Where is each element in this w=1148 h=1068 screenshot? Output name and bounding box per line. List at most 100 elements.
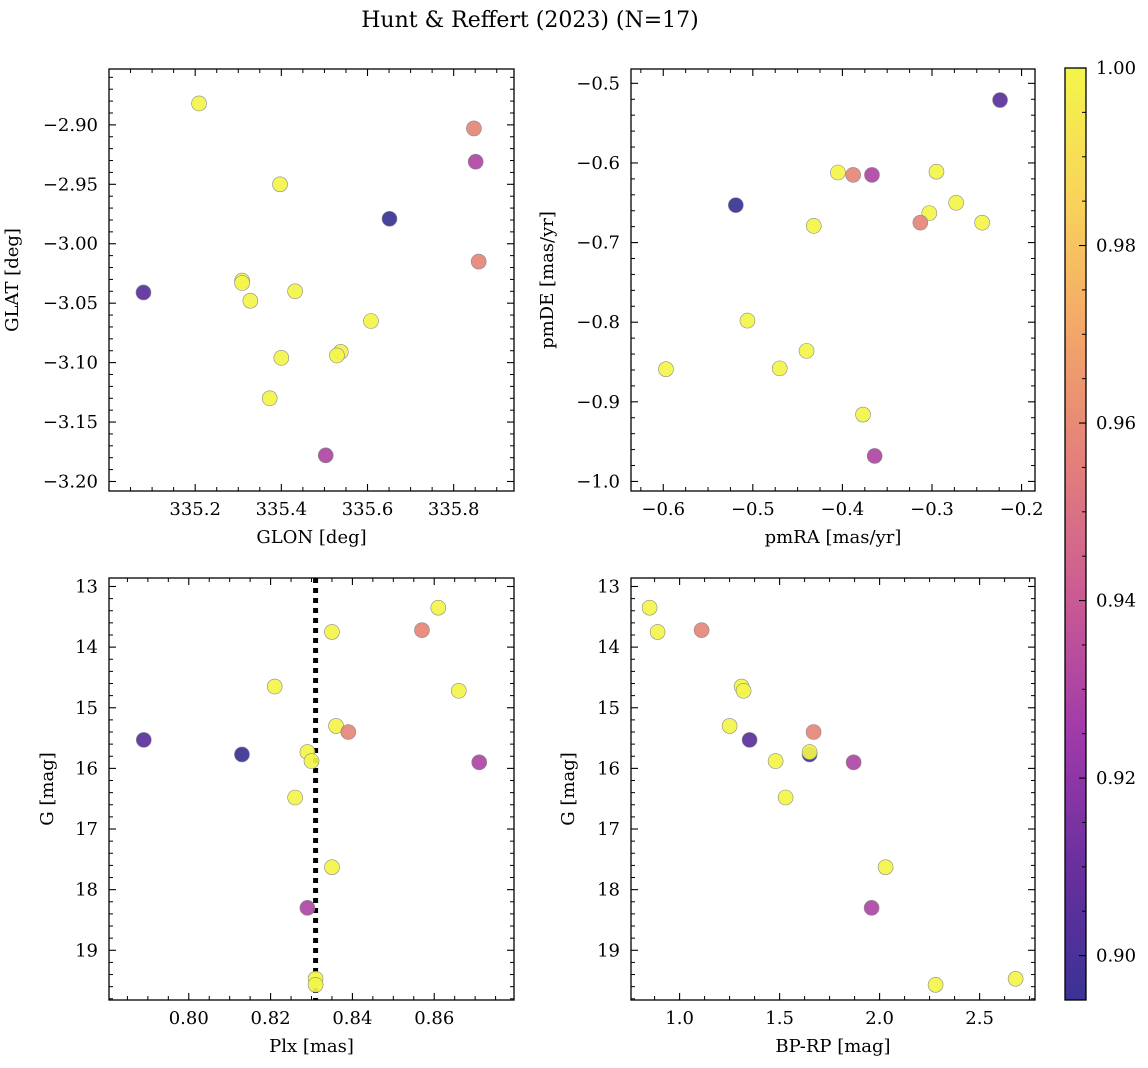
y-tick-label: −1.0 <box>576 471 620 492</box>
x-tick-label: −0.3 <box>910 499 954 520</box>
scatter-point <box>649 624 666 640</box>
y-tick-label: −3.10 <box>43 353 98 374</box>
y-tick-label: 14 <box>75 637 98 658</box>
x-tick-label: 2.0 <box>865 1008 894 1029</box>
scatter-point <box>234 746 250 763</box>
x-axis-label: Plx [mas] <box>269 1036 354 1057</box>
scatter-point <box>329 347 345 364</box>
y-tick-label: −0.6 <box>576 153 620 174</box>
colorbar-tick-label: 0.92 <box>1096 768 1136 789</box>
scatter-point <box>845 167 861 183</box>
y-tick-label: 17 <box>597 819 620 840</box>
scatter-point <box>324 624 340 640</box>
scatter-point <box>273 350 290 366</box>
x-tick-label: −0.5 <box>731 499 775 520</box>
scatter-point <box>299 900 316 916</box>
y-tick-label: 16 <box>75 758 98 779</box>
y-tick-label: −3.00 <box>43 234 98 255</box>
scatter-point <box>266 678 283 695</box>
x-tick-label: 1.0 <box>665 1008 694 1029</box>
colorbar-tick-label: 0.96 <box>1096 413 1136 434</box>
colorbar-tick-label: 0.90 <box>1096 946 1136 967</box>
scatter-point <box>135 284 152 301</box>
panel-position: 335.2 335.4 335.6 335.8 −3.20 −3.15 −3.10 −3.05… <box>2 68 515 548</box>
panel-parallax-magnitude: 0.80 0.82 0.84 0.86 13 14 15 16 17 18 19 Plx [mas] G… <box>37 576 515 1057</box>
y-tick-label: −3.15 <box>43 412 98 433</box>
scatter-point <box>272 176 288 193</box>
y-tick-label: −0.5 <box>576 73 620 94</box>
y-tick-label: −0.8 <box>576 312 620 333</box>
y-tick-label: −3.05 <box>43 293 98 314</box>
x-tick-label: 0.86 <box>414 1008 454 1029</box>
scatter-point <box>363 313 379 329</box>
y-axis-label: pmDE [mas/yr] <box>537 211 558 349</box>
scatter-point <box>912 214 929 231</box>
scatter-point <box>992 92 1008 108</box>
scatter-point <box>191 95 207 112</box>
y-tick-label: 19 <box>75 940 98 961</box>
colorbar-tick-label: 0.98 <box>1096 236 1136 257</box>
x-tick-label: 2.5 <box>965 1008 994 1029</box>
axes-frame <box>108 68 515 492</box>
scatter-point <box>287 283 303 300</box>
axes-frame <box>108 577 515 1001</box>
y-axis-label: G [mag] <box>558 752 579 825</box>
scatter-point <box>845 754 862 771</box>
panel-color-magnitude: 1.0 1.5 2.0 2.5 13 14 15 16 17 18 19 BP-RP [mag] G [… <box>558 576 1036 1057</box>
scatter-point <box>381 210 398 227</box>
scatter-point <box>307 977 324 993</box>
points <box>641 599 1024 993</box>
colorbar-gradient <box>1064 67 1087 1001</box>
scatter-point <box>741 732 758 748</box>
scatter-point <box>641 599 658 616</box>
y-tick-label: 19 <box>597 940 620 961</box>
y-axis-label: G [mag] <box>37 752 58 825</box>
x-tick-label: 335.2 <box>169 499 221 520</box>
y-tick-label: 17 <box>75 819 98 840</box>
scatter-point <box>735 682 752 699</box>
scatter-point <box>863 900 880 916</box>
points <box>135 599 488 993</box>
colorbar-tick-label: 0.94 <box>1096 591 1136 612</box>
x-tick-label: 0.80 <box>169 1008 209 1029</box>
x-tick-label: 1.5 <box>765 1008 794 1029</box>
scatter-point <box>466 120 482 137</box>
y-tick-label: 15 <box>75 698 98 719</box>
scatter-point <box>135 732 152 748</box>
points <box>135 95 487 464</box>
y-tick-label: 13 <box>75 576 98 597</box>
scatter-point <box>928 163 945 180</box>
y-tick-label: −2.95 <box>43 174 98 195</box>
scatter-point <box>287 789 303 806</box>
panel-proper-motion: −0.6 −0.5 −0.4 −0.3 −0.2 −1.0 −0.9 −0.8 −0.7 −0.6… <box>537 68 1044 548</box>
x-tick-label: 0.82 <box>251 1008 291 1029</box>
scatter-point <box>866 448 883 464</box>
x-tick-label: 335.4 <box>256 499 308 520</box>
axes-frame <box>630 68 1036 492</box>
scatter-point <box>974 214 990 231</box>
scatter-point <box>242 293 259 309</box>
scatter-point <box>877 859 894 876</box>
scatter-point <box>830 164 846 181</box>
y-tick-label: −3.20 <box>43 471 98 492</box>
scatter-point <box>430 599 447 616</box>
scatter-point <box>721 718 738 734</box>
scatter-point <box>261 390 278 407</box>
scatter-point <box>470 253 487 270</box>
y-tick-label: 14 <box>597 637 620 658</box>
scatter-point <box>658 361 674 377</box>
x-tick-label: −0.6 <box>641 499 685 520</box>
figure-title: Hunt & Reffert (2023) (N=17) <box>361 8 699 33</box>
scatter-point <box>728 197 744 213</box>
x-tick-label: −0.2 <box>1000 499 1044 520</box>
scatter-point <box>1007 970 1024 987</box>
points <box>658 92 1008 464</box>
y-tick-label: 18 <box>597 880 620 901</box>
axes-frame <box>630 577 1036 1001</box>
y-tick-label: −0.7 <box>576 233 620 254</box>
scatter-point <box>450 682 467 699</box>
scatter-point <box>693 622 710 638</box>
scatter-point <box>801 744 818 760</box>
scatter-point <box>805 724 822 740</box>
